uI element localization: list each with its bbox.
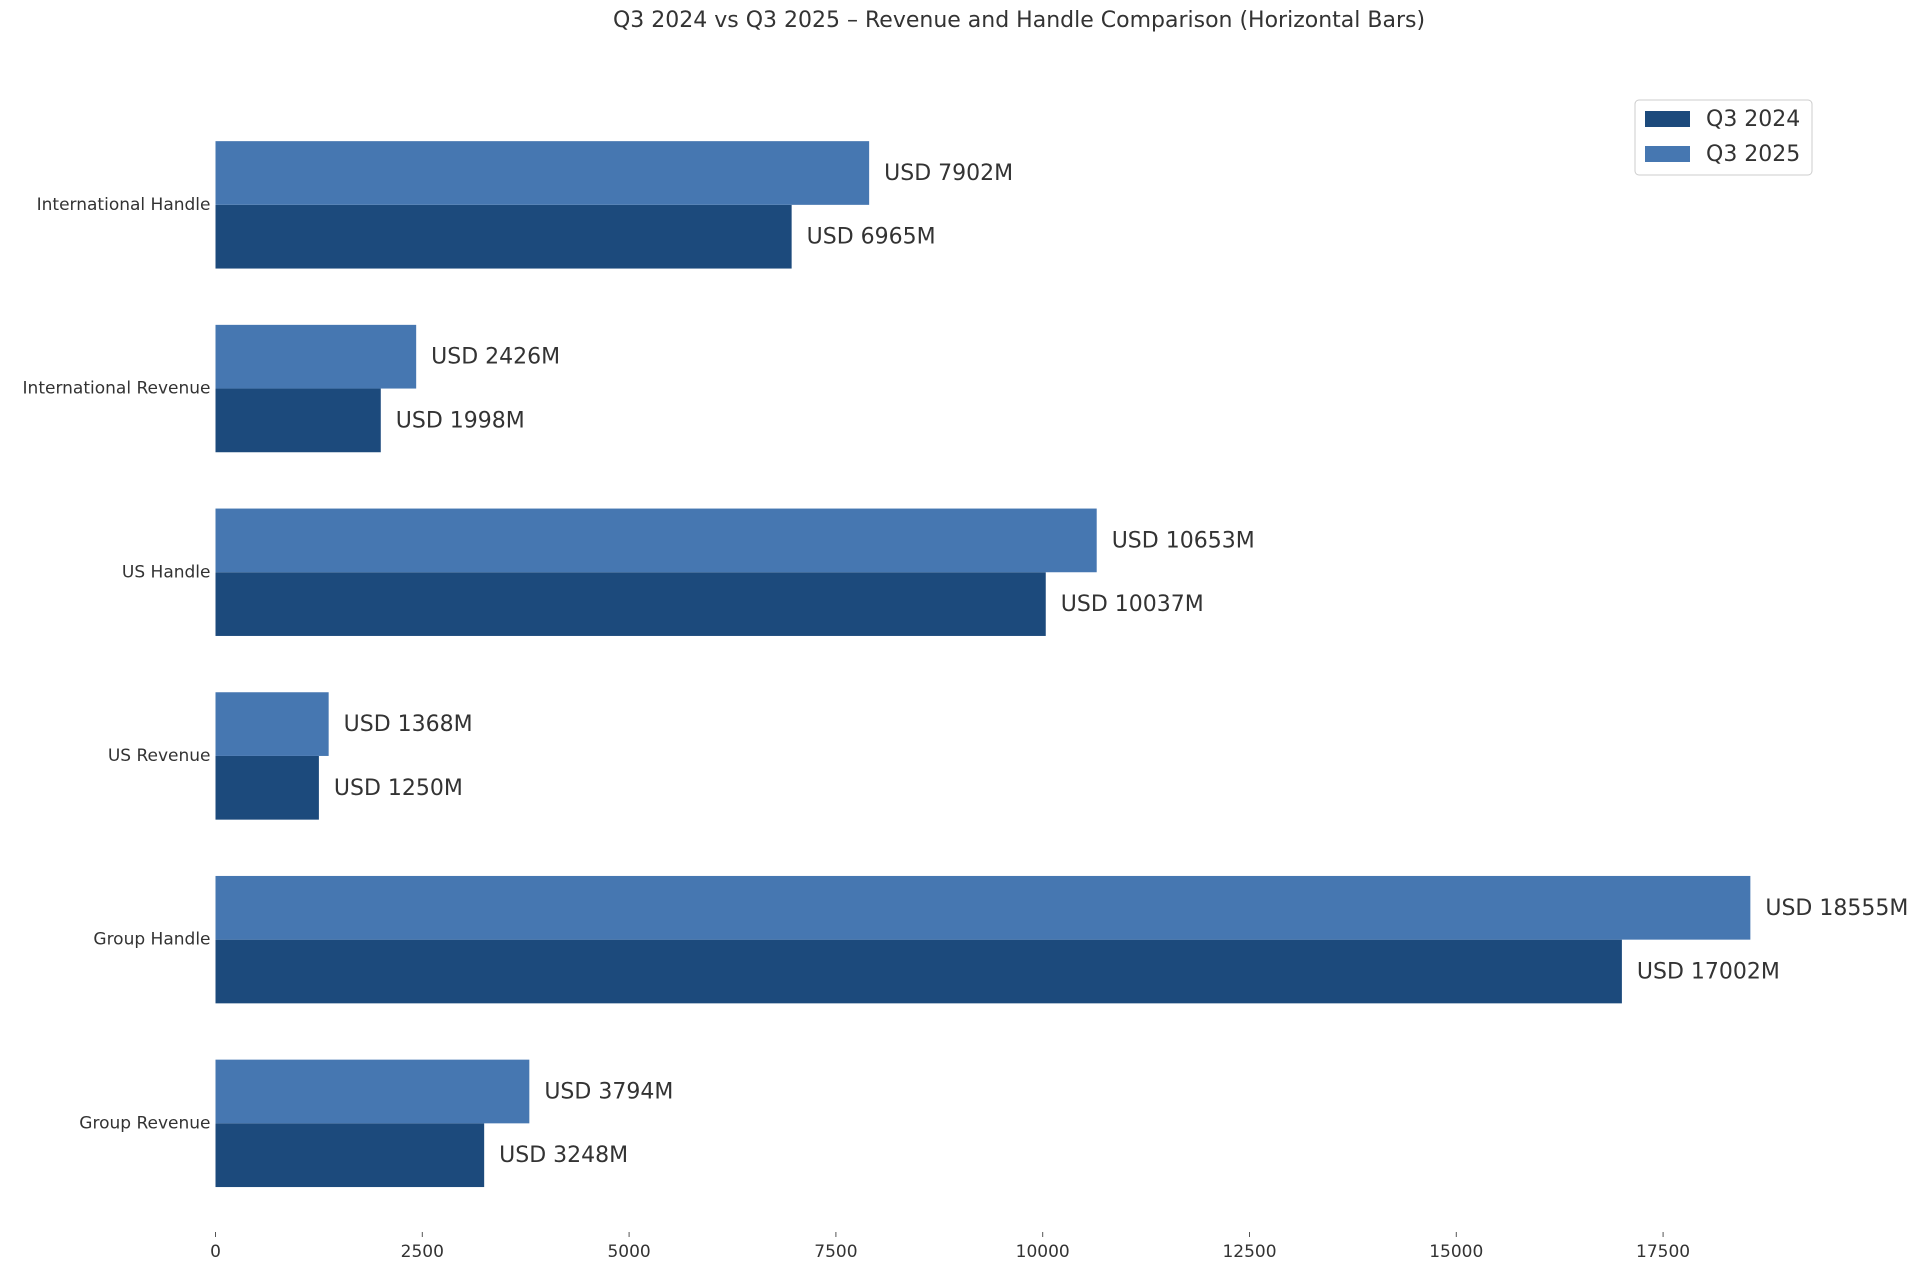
bar [215, 1059, 530, 1124]
bar [215, 755, 319, 820]
x-tick-label: 17500 [1636, 1242, 1690, 1262]
value-label: USD 1998M [396, 408, 525, 433]
value-label: USD 3794M [544, 1080, 673, 1105]
y-tick-label: Group Revenue [79, 1113, 210, 1133]
y-tick-label: International Handle [37, 195, 211, 215]
y-tick-label: US Handle [122, 562, 211, 582]
x-tick-label: 10000 [1016, 1242, 1070, 1262]
bar [215, 875, 1751, 940]
bar [215, 388, 381, 453]
x-tick-label: 2500 [401, 1242, 444, 1262]
legend-swatch [1645, 111, 1690, 127]
value-label: USD 1250M [334, 776, 463, 801]
legend-label: Q3 2025 [1706, 142, 1800, 167]
value-label: USD 3248M [499, 1143, 628, 1168]
value-label: USD 10037M [1061, 592, 1204, 617]
x-tick-label: 0 [210, 1242, 221, 1262]
legend-label: Q3 2024 [1706, 107, 1800, 132]
value-label: USD 10653M [1112, 528, 1255, 553]
y-tick-label: US Revenue [108, 746, 211, 766]
y-tick-label: Group Handle [93, 930, 210, 950]
bar [215, 1123, 485, 1188]
value-label: USD 1368M [344, 712, 473, 737]
bar [215, 939, 1622, 1004]
value-label: USD 7902M [884, 161, 1013, 186]
x-tick-label: 15000 [1429, 1242, 1483, 1262]
bar [215, 204, 792, 269]
value-label: USD 17002M [1637, 960, 1780, 985]
x-tick-label: 5000 [607, 1242, 650, 1262]
value-label: USD 6965M [807, 225, 936, 250]
legend: Q3 2024 Q3 2025 [1634, 99, 1813, 176]
bar [215, 508, 1097, 573]
legend-swatch [1645, 146, 1690, 162]
chart-title: Q3 2024 vs Q3 2025 – Revenue and Handle … [613, 8, 1425, 33]
bar [215, 141, 870, 205]
value-label: USD 18555M [1765, 896, 1908, 921]
bar [215, 572, 1046, 636]
bar [215, 324, 417, 389]
x-tick-label: 7500 [814, 1242, 857, 1262]
x-tick-label: 12500 [1222, 1242, 1276, 1262]
bar [215, 692, 329, 756]
value-label: USD 2426M [431, 345, 560, 370]
y-tick-label: International Revenue [23, 379, 211, 399]
